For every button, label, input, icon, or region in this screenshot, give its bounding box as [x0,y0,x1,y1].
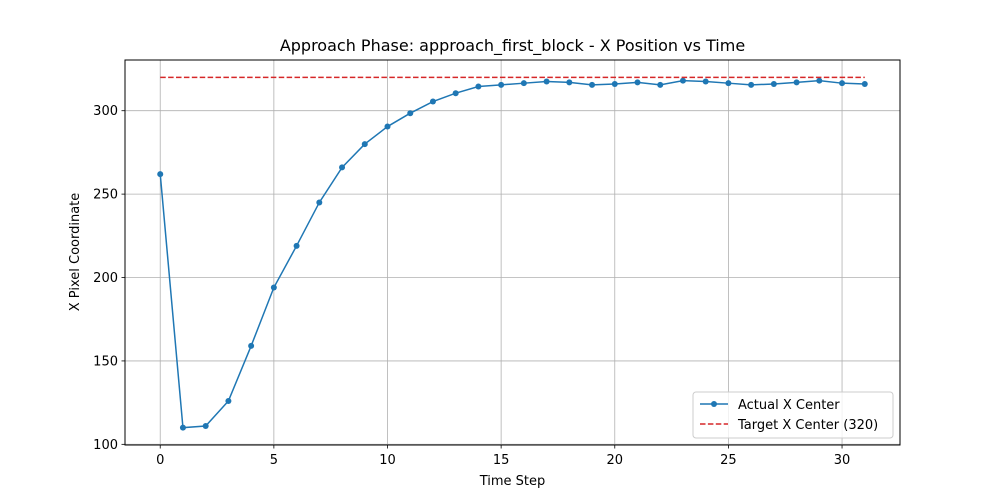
y-tick-label: 150 [93,354,118,369]
data-point-actual-x-center [384,123,391,130]
data-point-actual-x-center [839,80,846,87]
plot-frame [124,59,901,446]
data-point-actual-x-center [293,242,300,249]
data-point-actual-x-center [770,81,777,88]
data-point-actual-x-center [543,78,550,85]
data-point-actual-x-center [361,141,368,148]
data-point-actual-x-center [702,78,709,85]
data-point-actual-x-center [861,81,868,88]
data-point-actual-x-center [316,199,323,206]
data-point-actual-x-center [225,397,232,404]
y-tick-label: 250 [93,188,118,203]
data-point-actual-x-center [452,90,459,97]
x-tick-label: 20 [606,453,623,468]
x-tick-label: 10 [379,453,396,468]
data-point-actual-x-center [475,83,482,90]
data-point-actual-x-center [566,79,573,86]
legend-box [692,391,894,439]
data-point-actual-x-center [657,81,664,88]
data-point-actual-x-center [793,79,800,86]
y-tick-label: 100 [93,438,118,453]
data-point-actual-x-center [270,284,277,291]
x-tick-label: 25 [720,453,737,468]
y-tick-label: 200 [93,271,118,286]
data-point-actual-x-center [202,422,209,429]
plot-series [157,76,868,431]
data-point-actual-x-center [634,79,641,86]
data-point-actual-x-center [725,80,732,87]
data-point-actual-x-center [589,81,596,88]
x-axis-label: Time Step [479,474,546,489]
x-tick-label: 0 [156,453,164,468]
y-tick-label: 300 [93,104,118,119]
chart-title: Approach Phase: approach_first_block - X… [280,36,745,56]
series-line-actual-x-center [159,79,865,429]
data-point-actual-x-center [407,110,414,117]
x-tick-label: 15 [493,453,510,468]
data-point-actual-x-center [679,77,686,84]
y-axis-label: X Pixel Coordinate [68,193,83,312]
legend-marker-actual-x-center [711,401,717,407]
data-point-actual-x-center [816,77,823,84]
data-point-actual-x-center [429,98,436,105]
legend: Actual X Center Target X Center (320) [692,391,894,439]
data-point-actual-x-center [157,171,164,178]
data-point-actual-x-center [339,164,346,171]
data-point-actual-x-center [611,81,618,88]
legend-label-actual-x-center: Actual X Center [738,398,840,413]
x-tick-label: 5 [270,453,278,468]
data-point-actual-x-center [520,80,527,87]
data-point-actual-x-center [498,81,505,88]
data-point-actual-x-center [179,424,186,431]
legend-label-target-x-center: Target X Center (320) [737,418,878,433]
axis-ticks: 0 5 10 15 20 25 30 100 150 200 250 300 [93,104,850,468]
data-point-actual-x-center [748,81,755,88]
x-tick-label: 30 [834,453,851,468]
data-point-actual-x-center [248,342,255,349]
